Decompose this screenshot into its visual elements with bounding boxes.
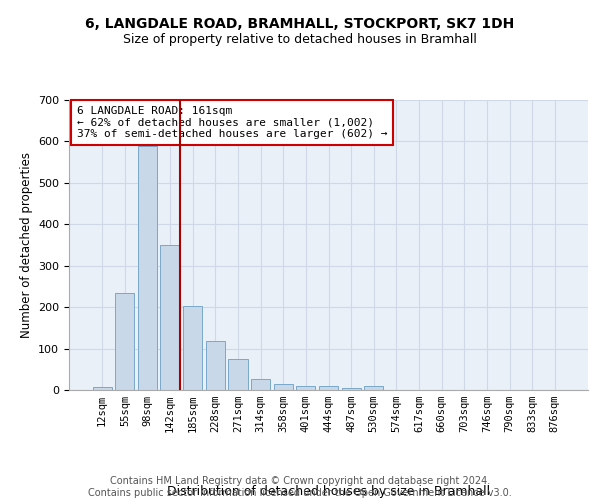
Bar (274, 384, 293, 390)
Bar (229, 360, 248, 390)
Bar (251, 379, 270, 390)
Y-axis label: Number of detached properties: Number of detached properties (20, 152, 32, 338)
Bar (296, 386, 316, 390)
Text: 6 LANGDALE ROAD: 161sqm
← 62% of detached houses are smaller (1,002)
37% of semi: 6 LANGDALE ROAD: 161sqm ← 62% of detache… (77, 106, 387, 139)
X-axis label: Distribution of detached houses by size in Bramhall: Distribution of detached houses by size … (167, 485, 490, 498)
Bar (160, 245, 180, 390)
Bar (183, 306, 202, 390)
Text: Size of property relative to detached houses in Bramhall: Size of property relative to detached ho… (123, 32, 477, 46)
Bar (115, 292, 134, 390)
Bar (138, 146, 157, 390)
Bar (92, 386, 112, 390)
Text: 6, LANGDALE ROAD, BRAMHALL, STOCKPORT, SK7 1DH: 6, LANGDALE ROAD, BRAMHALL, STOCKPORT, S… (85, 18, 515, 32)
Bar (206, 341, 225, 390)
Bar (364, 386, 383, 390)
Bar (319, 386, 338, 390)
Text: Contains HM Land Registry data © Crown copyright and database right 2024.
Contai: Contains HM Land Registry data © Crown c… (88, 476, 512, 498)
Bar (341, 388, 361, 390)
